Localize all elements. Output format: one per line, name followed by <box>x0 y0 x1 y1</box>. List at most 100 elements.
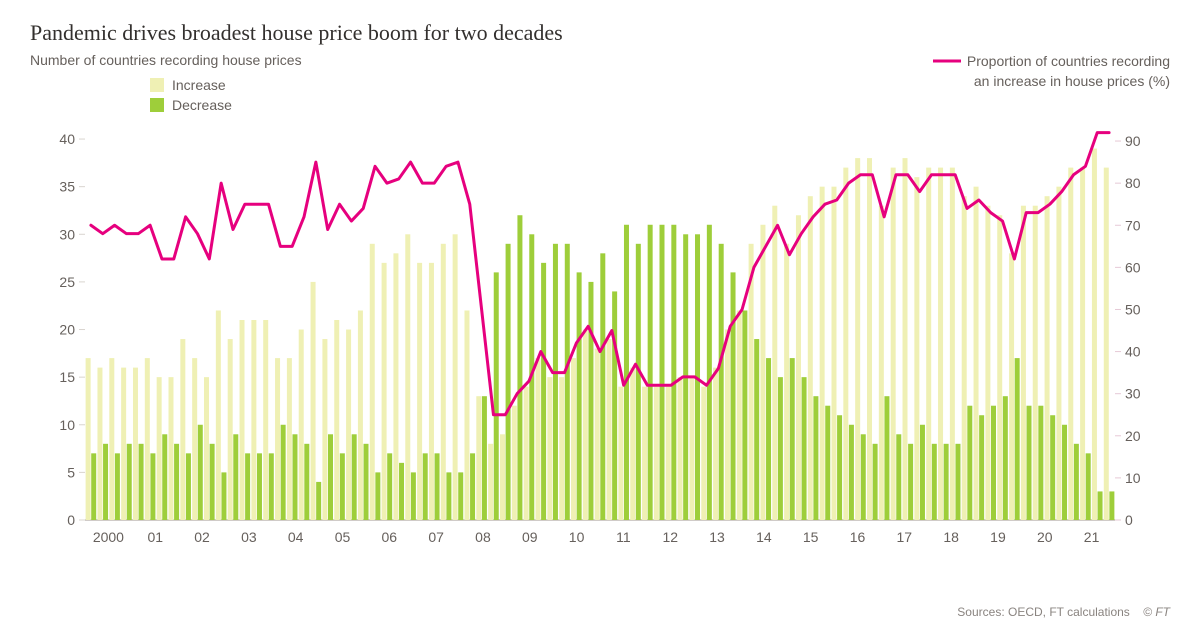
decrease-bar <box>588 282 593 520</box>
svg-text:50: 50 <box>1125 301 1141 317</box>
source-text: Sources: OECD, FT calculations <box>957 605 1130 619</box>
decrease-bar <box>162 434 167 520</box>
decrease-bar <box>577 272 582 520</box>
x-tick-label: 11 <box>616 529 631 545</box>
increase-bar <box>358 310 363 520</box>
decrease-bar <box>766 358 771 520</box>
increase-bar <box>879 206 884 520</box>
increase-bar <box>228 339 233 520</box>
decrease-bar <box>1062 425 1067 520</box>
decrease-bar <box>1015 358 1020 520</box>
increase-bar <box>583 330 588 520</box>
decrease-bar <box>387 453 392 520</box>
decrease-bar <box>127 444 132 520</box>
x-tick-label: 09 <box>522 529 538 545</box>
increase-bar <box>1056 187 1061 520</box>
increase-bar <box>311 282 316 520</box>
increase-bar <box>441 244 446 520</box>
increase-bar <box>287 358 292 520</box>
decrease-bar <box>470 453 475 520</box>
decrease-bar <box>896 434 901 520</box>
decrease-bar <box>316 482 321 520</box>
increase-bar <box>322 339 327 520</box>
increase-bar <box>476 396 481 520</box>
x-tick-label: 02 <box>194 529 210 545</box>
svg-text:20: 20 <box>1125 428 1141 444</box>
increase-bar <box>618 387 623 520</box>
decrease-bar <box>458 472 463 520</box>
increase-bar <box>725 330 730 520</box>
increase-bar <box>1068 168 1073 520</box>
svg-text:40: 40 <box>59 131 75 147</box>
increase-bar <box>536 358 541 520</box>
chart-title: Pandemic drives broadest house price boo… <box>30 20 1170 46</box>
increase-bar <box>263 320 268 520</box>
increase-bar <box>488 444 493 520</box>
increase-bar <box>678 377 683 520</box>
decrease-bar <box>292 434 297 520</box>
decrease-bar <box>115 453 120 520</box>
increase-bar <box>831 187 836 520</box>
decrease-bar <box>281 425 286 520</box>
legend-increase: Increase <box>150 75 232 95</box>
decrease-bar <box>991 406 996 520</box>
decrease-bar <box>636 244 641 520</box>
svg-text:90: 90 <box>1125 133 1141 149</box>
decrease-bar <box>920 425 925 520</box>
decrease-bar <box>423 453 428 520</box>
decrease-bar <box>186 453 191 520</box>
increase-bar <box>1033 206 1038 520</box>
increase-bar <box>867 158 872 520</box>
increase-bar <box>820 187 825 520</box>
decrease-bar <box>269 453 274 520</box>
decrease-bar <box>884 396 889 520</box>
increase-bar <box>760 225 765 520</box>
line-legend-swatch <box>933 56 961 66</box>
decrease-bar <box>932 444 937 520</box>
decrease-bar <box>1098 491 1103 520</box>
x-tick-label: 21 <box>1084 529 1100 545</box>
left-axis-label: Number of countries recording house pric… <box>30 52 302 68</box>
decrease-bar <box>482 396 487 520</box>
increase-bar <box>275 358 280 520</box>
svg-text:80: 80 <box>1125 175 1141 191</box>
increase-bar <box>985 206 990 520</box>
increase-bar <box>914 177 919 520</box>
decrease-bar <box>541 263 546 520</box>
x-tick-label: 15 <box>803 529 819 545</box>
increase-bar <box>429 263 434 520</box>
increase-bar <box>464 310 469 520</box>
svg-text:0: 0 <box>67 512 75 528</box>
decrease-bar <box>1074 444 1079 520</box>
decrease-bar <box>825 406 830 520</box>
svg-text:15: 15 <box>59 369 75 385</box>
decrease-bar <box>91 453 96 520</box>
svg-text:30: 30 <box>59 226 75 242</box>
decrease-bar <box>446 472 451 520</box>
decrease-bar <box>873 444 878 520</box>
increase-bar <box>251 320 256 520</box>
svg-text:25: 25 <box>59 274 75 290</box>
decrease-bar <box>553 244 558 520</box>
increase-bar <box>370 244 375 520</box>
decrease-bar <box>624 225 629 520</box>
decrease-bar <box>979 415 984 520</box>
decrease-bar <box>328 434 333 520</box>
copyright-text: © FT <box>1143 605 1170 619</box>
decrease-bar <box>955 444 960 520</box>
increase-bar <box>240 320 245 520</box>
decrease-bar <box>967 406 972 520</box>
decrease-bar <box>233 434 238 520</box>
x-tick-label: 13 <box>709 529 725 545</box>
legend-increase-label: Increase <box>172 77 226 93</box>
increase-bar <box>595 349 600 520</box>
combo-chart: 0510152025303540010203040506070809020000… <box>30 105 1170 565</box>
increase-bar <box>713 368 718 520</box>
decrease-bar <box>861 434 866 520</box>
x-tick-label: 10 <box>569 529 585 545</box>
increase-bar <box>974 187 979 520</box>
increase-bar <box>346 330 351 520</box>
decrease-bar <box>340 453 345 520</box>
decrease-bar <box>1038 406 1043 520</box>
increase-bar <box>891 168 896 520</box>
